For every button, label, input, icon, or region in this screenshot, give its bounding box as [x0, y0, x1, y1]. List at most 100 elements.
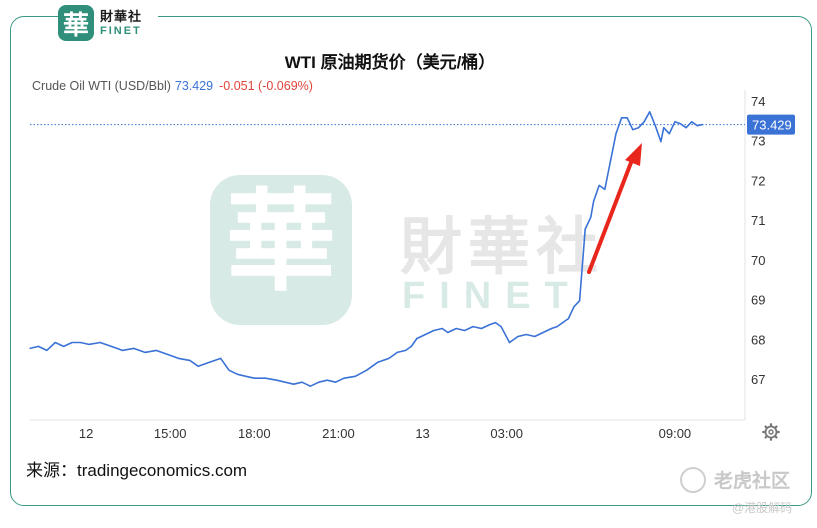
data-point — [208, 361, 211, 363]
data-point — [121, 349, 124, 351]
data-point — [679, 123, 682, 125]
data-point — [494, 322, 497, 324]
data-point — [264, 377, 267, 379]
data-point — [29, 347, 31, 349]
finet-logo: 華 財華社 FINET — [58, 2, 158, 44]
tiger-logo-icon — [680, 466, 706, 493]
instrument-name: Crude Oil WTI (USD/Bbl) — [32, 79, 171, 93]
data-point — [691, 121, 693, 123]
data-point — [500, 326, 502, 328]
tiger-community-brand: 老虎社区 — [680, 466, 790, 493]
data-point — [396, 351, 398, 353]
data-point — [464, 329, 466, 332]
arrow-shaft — [587, 158, 634, 274]
data-point — [632, 129, 634, 131]
y-tick-label: 72 — [751, 173, 765, 188]
data-point — [388, 357, 390, 359]
watermark: 華 財華社 FINET — [210, 175, 604, 325]
data-point — [365, 369, 368, 371]
x-tick-label: 03:00 — [490, 426, 523, 441]
data-point — [626, 117, 628, 119]
data-point — [276, 379, 278, 381]
x-tick-label: 13 — [415, 426, 429, 441]
instrument-price: 73.429 — [174, 79, 214, 93]
data-point — [609, 160, 612, 163]
data-point — [377, 361, 379, 363]
data-point — [220, 357, 222, 359]
data-point — [245, 375, 247, 377]
data-point — [573, 306, 575, 308]
red-arrow-icon — [587, 143, 642, 274]
data-point — [643, 121, 645, 123]
author-handle: @港股解码 — [732, 501, 793, 515]
chart-title: WTI 原油期货价（美元/桶） — [284, 53, 496, 72]
data-point — [562, 322, 564, 324]
data-point — [621, 117, 623, 119]
data-point — [99, 341, 101, 344]
y-tick-label: 71 — [751, 213, 765, 228]
data-point — [144, 351, 146, 353]
data-point — [79, 341, 82, 344]
data-point — [598, 184, 600, 186]
data-point — [556, 326, 558, 328]
data-point — [604, 188, 606, 190]
data-point — [590, 216, 592, 218]
data-point — [567, 318, 570, 320]
data-point — [228, 369, 230, 371]
data-point — [702, 123, 704, 126]
data-point — [447, 331, 449, 334]
data-point — [335, 381, 337, 383]
data-point — [155, 349, 157, 351]
x-tick-label: 15:00 — [154, 426, 187, 441]
series-points — [29, 111, 704, 387]
data-point — [37, 345, 40, 347]
data-point — [579, 300, 581, 302]
data-point — [668, 133, 670, 135]
logo-en: FINET — [100, 24, 142, 37]
tiger-brand-text: 老虎社区 — [714, 471, 791, 492]
y-tick-label: 67 — [751, 372, 765, 387]
gear-icon[interactable] — [762, 423, 780, 441]
y-tick-label: 74 — [751, 94, 765, 109]
instrument-change: -0.051 (-0.069%) — [219, 79, 313, 93]
data-point — [318, 381, 320, 383]
finet-logo-icon: 華 — [58, 5, 94, 41]
data-point — [410, 345, 412, 347]
data-point — [424, 333, 426, 336]
data-point — [416, 337, 418, 340]
x-tick-label: 18:00 — [238, 426, 271, 441]
data-point — [508, 341, 511, 344]
data-point — [54, 341, 56, 344]
x-axis: 12 15:00 18:00 21:00 13 03:00 09:00 — [79, 426, 691, 441]
data-point — [88, 343, 90, 345]
data-point — [326, 379, 328, 381]
data-point — [441, 327, 443, 330]
instrument-header: Crude Oil WTI (USD/Bbl) 73.429 -0.051 (-0.… — [32, 79, 313, 93]
last-price-tag-text: 73.429 — [752, 118, 792, 133]
data-point — [354, 375, 356, 377]
data-point — [542, 331, 544, 334]
data-point — [63, 345, 65, 347]
data-point — [654, 125, 656, 127]
watermark-logo-shape — [210, 175, 352, 325]
data-point — [236, 373, 239, 375]
watermark-en: FINET — [402, 275, 582, 317]
watermark-cn: 財華社 — [400, 213, 604, 282]
data-point — [71, 341, 73, 344]
data-point — [660, 141, 662, 143]
data-point — [489, 324, 491, 326]
data-point — [584, 228, 586, 230]
logo-cn: 財華社 — [100, 8, 143, 24]
last-price-tag: 73.429 — [747, 114, 795, 135]
data-point — [284, 381, 286, 383]
data-point — [696, 125, 698, 127]
data-point — [253, 377, 255, 379]
data-point — [455, 327, 457, 330]
x-tick-label: 12 — [79, 426, 93, 441]
watermark-mark: 華 — [226, 181, 336, 304]
last-price-tag-bg — [747, 114, 795, 135]
data-point — [110, 345, 112, 347]
data-point — [550, 327, 553, 330]
data-point — [166, 353, 168, 355]
